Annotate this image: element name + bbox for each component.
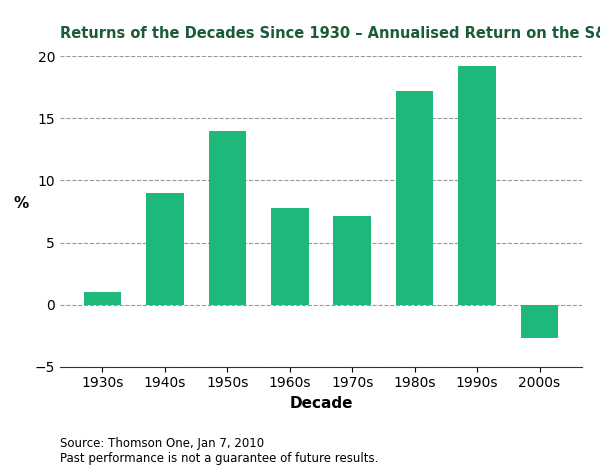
Bar [84, 292, 121, 305]
Bar [521, 305, 558, 338]
Bar [334, 217, 371, 305]
Y-axis label: %: % [13, 196, 29, 212]
X-axis label: Decade: Decade [289, 396, 353, 411]
Text: Source: Thomson One, Jan 7, 2010
Past performance is not a guarantee of future r: Source: Thomson One, Jan 7, 2010 Past pe… [60, 437, 379, 465]
Bar [209, 131, 246, 305]
Bar [458, 66, 496, 305]
Bar [146, 193, 184, 305]
Bar [271, 208, 308, 305]
Text: Returns of the Decades Since 1930 – Annualised Return on the S&P 500 in USD: Returns of the Decades Since 1930 – Annu… [60, 26, 600, 41]
Bar [396, 91, 433, 305]
